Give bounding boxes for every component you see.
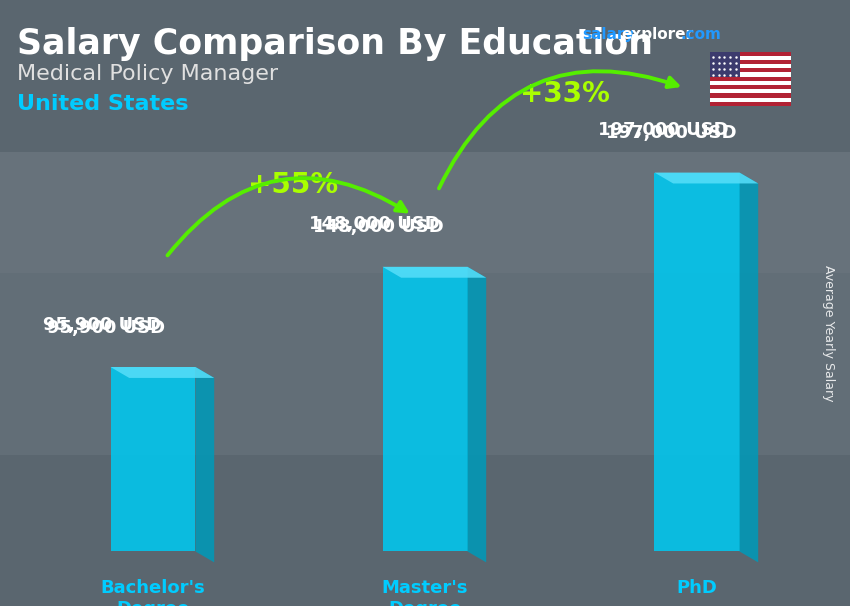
Polygon shape bbox=[110, 367, 214, 378]
Bar bbox=[710, 73, 791, 77]
Text: 197,000 USD: 197,000 USD bbox=[598, 121, 728, 139]
Bar bbox=[710, 89, 791, 93]
Polygon shape bbox=[382, 267, 486, 278]
Bar bbox=[710, 68, 791, 73]
Bar bbox=[0, 273, 850, 454]
Text: 148,000 USD: 148,000 USD bbox=[313, 219, 444, 236]
Text: Medical Policy Manager: Medical Policy Manager bbox=[17, 64, 278, 84]
Bar bbox=[710, 56, 791, 60]
Polygon shape bbox=[382, 267, 468, 551]
Text: +55%: +55% bbox=[248, 171, 338, 199]
Text: Bachelor's
Degree: Bachelor's Degree bbox=[100, 579, 206, 606]
Polygon shape bbox=[740, 173, 758, 562]
Bar bbox=[710, 52, 791, 56]
Polygon shape bbox=[196, 367, 214, 562]
Polygon shape bbox=[654, 173, 740, 551]
Text: 197,000 USD: 197,000 USD bbox=[606, 124, 737, 142]
Polygon shape bbox=[468, 267, 486, 562]
Text: Salary Comparison By Education: Salary Comparison By Education bbox=[17, 27, 653, 61]
Bar bbox=[710, 64, 791, 68]
Bar bbox=[0, 0, 850, 152]
Bar bbox=[710, 81, 791, 85]
Text: 148,000 USD: 148,000 USD bbox=[309, 216, 439, 233]
Polygon shape bbox=[654, 173, 758, 184]
Text: Master's
Degree: Master's Degree bbox=[382, 579, 468, 606]
Bar bbox=[710, 85, 791, 89]
Text: .com: .com bbox=[680, 27, 721, 42]
Bar bbox=[710, 98, 791, 102]
Text: +33%: +33% bbox=[520, 80, 610, 108]
Text: 95,900 USD: 95,900 USD bbox=[48, 319, 165, 337]
Bar bbox=[710, 77, 791, 81]
Bar bbox=[0, 454, 850, 606]
Text: United States: United States bbox=[17, 94, 189, 114]
Bar bbox=[710, 93, 791, 98]
Bar bbox=[710, 60, 791, 64]
Text: PhD: PhD bbox=[677, 579, 717, 597]
Polygon shape bbox=[110, 367, 196, 551]
Bar bbox=[710, 52, 740, 77]
Bar bbox=[0, 152, 850, 273]
Text: salary: salary bbox=[582, 27, 635, 42]
Text: explorer: explorer bbox=[621, 27, 694, 42]
Text: 95,900 USD: 95,900 USD bbox=[43, 316, 161, 334]
Text: Average Yearly Salary: Average Yearly Salary bbox=[822, 265, 836, 402]
Bar bbox=[710, 102, 791, 106]
